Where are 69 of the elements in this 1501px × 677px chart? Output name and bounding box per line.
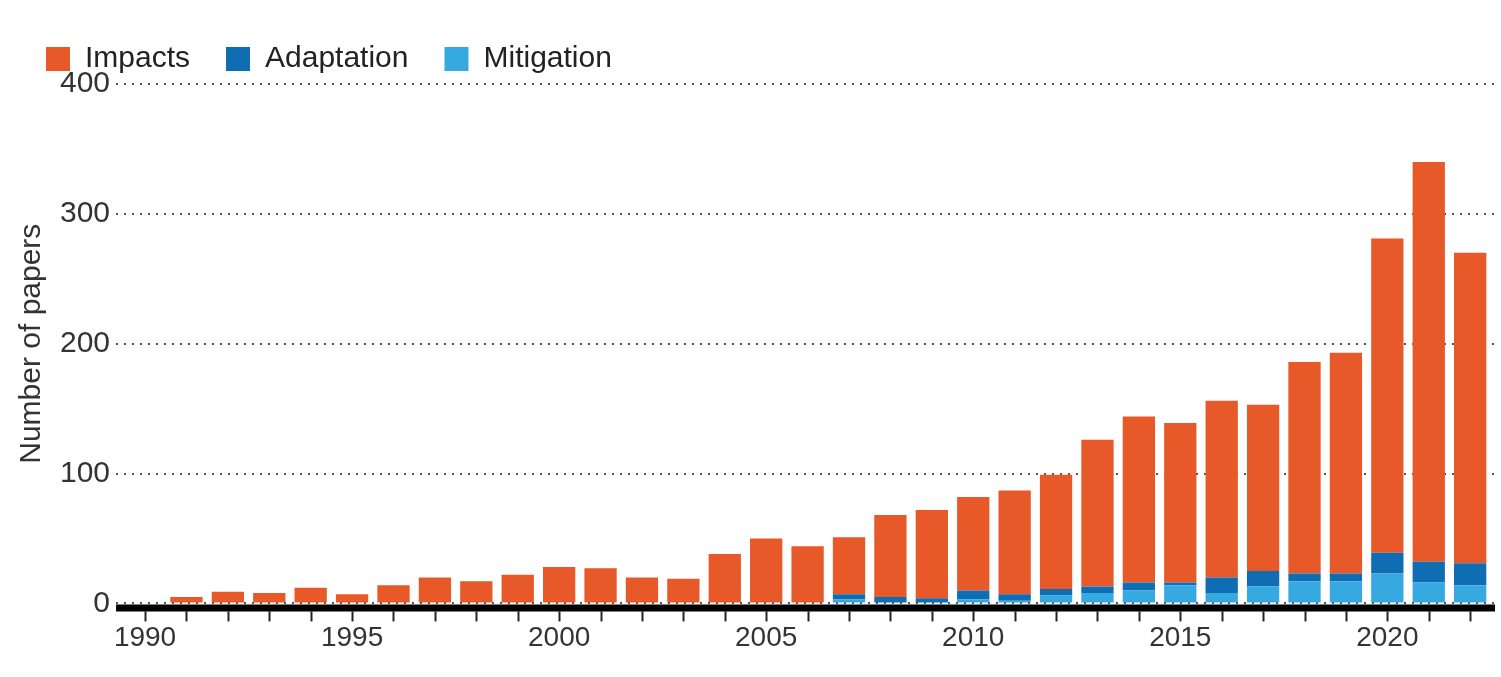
y-tick-label: 200 — [59, 324, 111, 358]
bar — [1205, 577, 1238, 594]
bar — [1246, 570, 1280, 587]
bar — [1246, 586, 1280, 603]
bar — [211, 591, 245, 603]
legend-label: Adaptation — [265, 40, 409, 74]
bar — [335, 594, 369, 603]
bar — [791, 546, 824, 603]
bar — [708, 554, 741, 603]
bar — [1371, 552, 1404, 574]
x-tick-label: 2000 — [527, 620, 591, 652]
bar — [874, 596, 907, 603]
bar — [1288, 573, 1321, 582]
y-tick-label: 300 — [59, 195, 111, 229]
y-axis-title: Number of papers — [13, 223, 47, 464]
bar — [957, 590, 990, 600]
bar — [501, 574, 534, 603]
bar — [1454, 252, 1487, 564]
bar — [1039, 474, 1073, 590]
bar — [418, 577, 452, 603]
bar — [542, 567, 576, 603]
bar — [253, 593, 286, 603]
bar — [1371, 573, 1404, 603]
bar — [832, 594, 866, 600]
bar — [625, 577, 659, 603]
bar — [1288, 581, 1321, 603]
bar — [1454, 563, 1487, 586]
bar — [1246, 404, 1280, 571]
bar — [832, 537, 866, 595]
bar — [1412, 161, 1445, 562]
bar — [584, 568, 617, 603]
bar — [1081, 593, 1114, 603]
bar — [460, 581, 493, 603]
bar — [1122, 416, 1156, 583]
bar — [1205, 400, 1238, 578]
y-tick-label: 100 — [59, 454, 111, 488]
bar — [1288, 361, 1321, 574]
bar — [294, 587, 327, 603]
bar — [1081, 586, 1114, 594]
bar — [915, 509, 948, 599]
bar — [1412, 582, 1445, 603]
bar — [1454, 585, 1487, 603]
legend-label: Mitigation — [483, 40, 612, 74]
x-tick-label: 2010 — [942, 620, 1005, 652]
x-tick-label: 2020 — [1356, 620, 1419, 652]
x-tick-label: 2005 — [735, 620, 798, 652]
bar — [750, 538, 783, 603]
bar — [1329, 581, 1363, 603]
bar — [1081, 439, 1114, 587]
bar — [998, 594, 1031, 601]
bar — [1164, 422, 1197, 583]
bar — [1205, 593, 1238, 603]
bar — [1164, 585, 1197, 603]
x-tick-label: 1995 — [320, 620, 384, 652]
bar — [1412, 561, 1445, 583]
x-tick-label: 1990 — [113, 620, 177, 652]
bar — [667, 578, 700, 603]
bar — [998, 490, 1031, 595]
bar — [1122, 590, 1156, 603]
x-tick-label: 2015 — [1149, 620, 1212, 652]
bar — [170, 596, 203, 603]
bar — [874, 515, 907, 597]
bar — [1329, 352, 1363, 574]
bar — [915, 598, 948, 603]
y-tick-label: 0 — [93, 584, 111, 618]
bar — [1039, 589, 1073, 596]
bar — [377, 585, 410, 603]
bar — [1371, 238, 1404, 553]
bar — [957, 496, 990, 591]
